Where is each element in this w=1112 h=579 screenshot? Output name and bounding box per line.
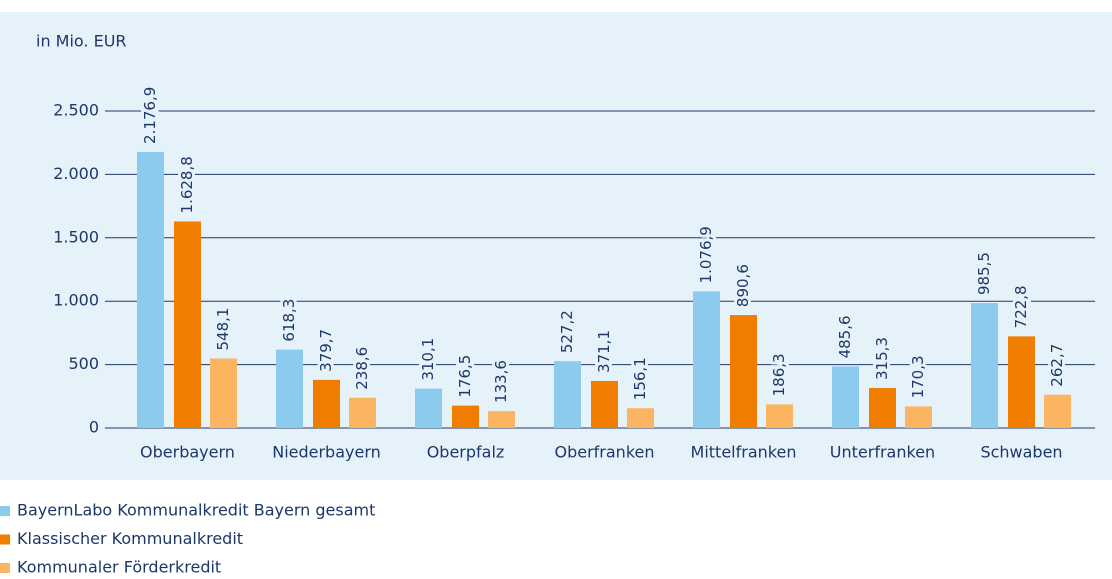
bar [415,388,442,428]
bar [905,406,932,428]
bar [869,388,896,428]
value-label: 890,6 [734,264,752,307]
value-label: 722,8 [1012,285,1030,328]
value-label: 379,7 [317,329,335,372]
value-label: 985,5 [975,252,993,295]
bar [452,405,479,428]
y-tick-label: 1.000 [53,291,99,310]
x-tick-label: Oberbayern [140,443,235,462]
value-label: 170,3 [909,355,927,398]
x-tick-label: Oberfranken [554,443,654,462]
x-tick-label: Oberpfalz [427,443,505,462]
legend-label: Klassischer Kommunalkredit [17,529,243,548]
bar [137,151,164,428]
x-tick-label: Unterfranken [830,443,935,462]
x-tick-label: Niederbayern [272,443,381,462]
bar [174,221,201,428]
y-tick-label: 500 [68,354,99,373]
bar [349,397,376,428]
bar [1008,336,1035,428]
bar [627,408,654,428]
value-label: 176,5 [456,355,474,398]
y-tick-label: 0 [89,418,99,437]
value-label: 310,1 [419,338,437,381]
bar [730,315,757,428]
value-label: 186,3 [770,353,788,396]
bar [832,366,859,428]
y-tick-label: 2.000 [53,164,99,183]
value-label: 133,6 [492,360,510,403]
y-tick-label: 1.500 [53,227,99,246]
value-label: 2.176,9 [141,87,159,144]
x-tick-label: Mittelfranken [691,443,797,462]
bar [313,379,340,428]
value-label: 527,2 [558,310,576,353]
legend-swatch [0,534,10,545]
legend-swatch [0,506,10,516]
value-label: 156,1 [631,357,649,400]
bar [276,349,303,428]
value-label: 238,6 [353,347,371,390]
value-label: 262,7 [1048,344,1066,387]
bar [554,361,581,428]
y-axis-label: in Mio. EUR [36,32,127,51]
value-label: 315,3 [873,337,891,380]
value-label: 1.076,9 [697,226,715,283]
bar [210,358,237,428]
value-label: 548,1 [214,308,232,351]
bar [591,380,618,428]
value-label: 1.628,8 [178,156,196,213]
bar [971,303,998,428]
y-tick-label: 2.500 [53,101,99,120]
bar [488,411,515,428]
bar [693,291,720,428]
bar [1044,394,1071,428]
legend-label: Kommunaler Förderkredit [17,558,221,577]
x-tick-label: Schwaben [980,443,1062,462]
legend-label: BayernLabo Kommunalkredit Bayern gesamt [17,501,375,520]
value-label: 618,3 [280,299,298,342]
value-label: 371,1 [595,330,613,373]
legend-swatch [0,563,10,573]
bar [766,404,793,428]
value-label: 485,6 [836,315,854,358]
